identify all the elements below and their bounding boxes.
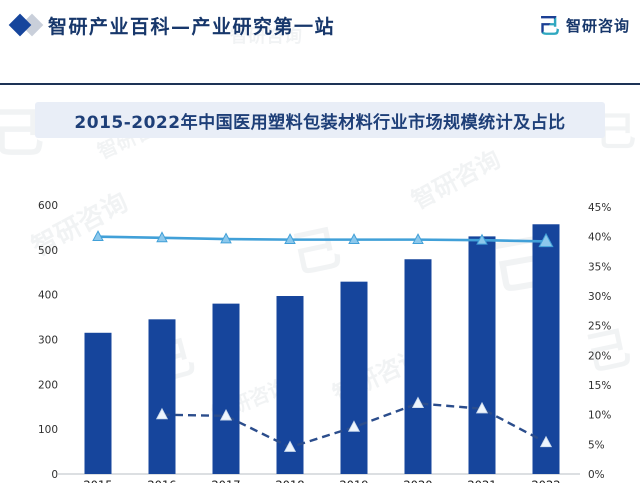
line-ratio xyxy=(92,230,554,248)
svg-text:20%: 20% xyxy=(588,350,611,362)
bars-market-size xyxy=(84,224,560,474)
axis-ticks: 0 100 200 300 400 500 600 0% 5% 10% 15% 20% 25% 30% 35… xyxy=(38,200,611,481)
svg-text:2020: 2020 xyxy=(403,478,432,483)
bar-2021 xyxy=(468,236,496,474)
bar-2019 xyxy=(340,281,368,474)
svg-text:15%: 15% xyxy=(588,380,611,392)
ratio-marker xyxy=(538,232,554,248)
svg-text:2021: 2021 xyxy=(467,478,496,483)
growth-marker xyxy=(347,420,361,432)
brand-logo: 己 智研咨询 xyxy=(537,13,630,37)
svg-text:200: 200 xyxy=(38,379,58,391)
header: 智研产业百科—产业研究第一站 己 智研咨询 xyxy=(0,6,640,44)
ratio-marker xyxy=(220,232,232,244)
svg-text:2017: 2017 xyxy=(211,478,240,483)
svg-text:40%: 40% xyxy=(588,232,611,244)
bar-2022 xyxy=(532,224,560,474)
growth-marker xyxy=(411,396,425,408)
svg-text:2018: 2018 xyxy=(275,478,304,483)
logo-glyph: 己 xyxy=(538,14,559,37)
logo-icon: 己 xyxy=(538,14,559,37)
svg-text:600: 600 xyxy=(38,200,58,212)
ratio-marker xyxy=(476,233,488,245)
bar-2016 xyxy=(148,319,176,474)
bar-2020 xyxy=(404,259,432,474)
bar-2015 xyxy=(84,332,112,474)
bar-2017 xyxy=(212,303,240,474)
ratio-marker xyxy=(412,233,424,244)
ratio-marker xyxy=(92,230,104,242)
growth-marker xyxy=(283,440,297,452)
svg-text:45%: 45% xyxy=(588,202,611,214)
svg-text:300: 300 xyxy=(38,335,58,347)
svg-text:2016: 2016 xyxy=(147,478,176,483)
svg-text:2015: 2015 xyxy=(83,478,112,483)
line-yoy-growth xyxy=(155,396,553,452)
svg-text:2022: 2022 xyxy=(531,478,560,483)
chart-title: 2015-2022年中国医用塑料包装材料行业市场规模统计及占比 xyxy=(74,112,566,133)
svg-text:35%: 35% xyxy=(588,261,611,273)
svg-text:2019: 2019 xyxy=(339,478,368,483)
growth-marker xyxy=(539,435,553,448)
svg-text:30%: 30% xyxy=(588,291,611,303)
svg-text:0%: 0% xyxy=(588,469,605,481)
ratio-marker xyxy=(348,233,360,244)
growth-marker xyxy=(475,401,489,414)
chart: 0 100 200 300 400 500 600 0% 5% 10% 15% 20% 25% 30% 35… xyxy=(0,184,640,483)
header-divider xyxy=(0,83,640,85)
x-axis-labels: 2015 2016 2017 2018 2019 2020 2021 2022 xyxy=(83,478,560,483)
svg-text:0: 0 xyxy=(51,469,58,481)
chart-svg: 0 100 200 300 400 500 600 0% 5% 10% 15% 20% 25% 30% 35… xyxy=(38,200,611,483)
svg-text:100: 100 xyxy=(38,424,58,436)
header-title: 智研产业百科—产业研究第一站 xyxy=(48,15,336,38)
ratio-marker xyxy=(156,231,168,243)
growth-marker xyxy=(155,407,169,420)
ratio-marker xyxy=(284,233,296,244)
growth-marker xyxy=(219,408,233,421)
logo-text: 智研咨询 xyxy=(565,16,630,35)
brand-diamond-icon xyxy=(8,12,46,38)
svg-text:5%: 5% xyxy=(588,439,605,451)
svg-text:500: 500 xyxy=(38,245,58,257)
svg-text:10%: 10% xyxy=(588,410,611,422)
chart-title-banner: 2015-2022年中国医用塑料包装材料行业市场规模统计及占比 xyxy=(35,102,605,138)
svg-text:400: 400 xyxy=(38,290,58,302)
svg-text:25%: 25% xyxy=(588,321,611,333)
